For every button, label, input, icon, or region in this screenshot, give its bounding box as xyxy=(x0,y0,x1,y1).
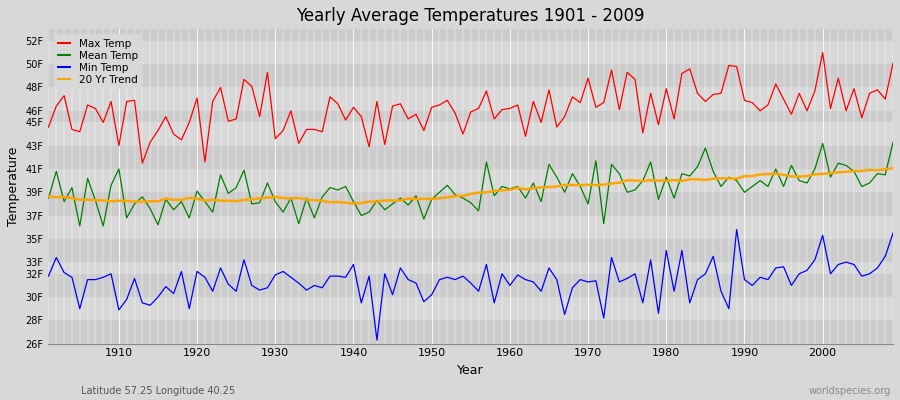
Bar xyxy=(49,262,893,274)
Bar xyxy=(49,41,893,64)
Bar xyxy=(49,297,893,320)
Bar xyxy=(49,274,893,297)
Bar xyxy=(49,122,893,146)
Text: Latitude 57.25 Longitude 40.25: Latitude 57.25 Longitude 40.25 xyxy=(81,386,235,396)
Bar xyxy=(49,169,893,192)
Bar xyxy=(49,29,893,41)
Bar xyxy=(49,192,893,216)
Bar xyxy=(49,88,893,111)
Text: worldspecies.org: worldspecies.org xyxy=(809,386,891,396)
Title: Yearly Average Temperatures 1901 - 2009: Yearly Average Temperatures 1901 - 2009 xyxy=(296,7,645,25)
Bar xyxy=(49,216,893,239)
X-axis label: Year: Year xyxy=(457,364,484,377)
Bar xyxy=(49,239,893,262)
Bar xyxy=(49,64,893,88)
Bar xyxy=(49,320,893,344)
Y-axis label: Temperature: Temperature xyxy=(7,147,20,226)
Bar xyxy=(49,146,893,169)
Bar xyxy=(49,111,893,122)
Legend: Max Temp, Mean Temp, Min Temp, 20 Yr Trend: Max Temp, Mean Temp, Min Temp, 20 Yr Tre… xyxy=(54,34,142,89)
